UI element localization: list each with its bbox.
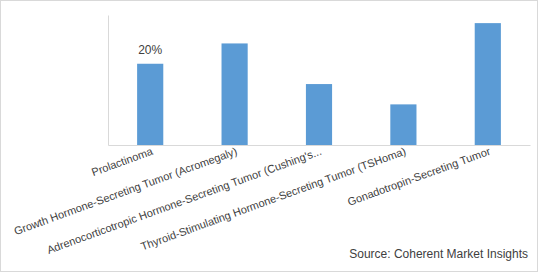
source-note: Source: Coherent Market Insights bbox=[349, 247, 528, 261]
x-tick-label: Prolactinoma bbox=[90, 145, 155, 179]
chart-frame bbox=[1, 1, 538, 272]
bar bbox=[137, 64, 163, 145]
bars bbox=[137, 23, 501, 145]
bar bbox=[222, 43, 248, 145]
x-axis: ProlactinomaGrowth Hormone-Secreting Tum… bbox=[12, 145, 530, 256]
x-tick: Prolactinoma bbox=[90, 145, 155, 179]
x-axis-line bbox=[109, 145, 531, 146]
y-axis-line bbox=[108, 16, 109, 146]
bar bbox=[306, 84, 332, 145]
x-tick-label: Gonadotropin-Secreting Tumor bbox=[346, 145, 492, 208]
x-tick: Gonadotropin-Secreting Tumor bbox=[346, 145, 492, 208]
data-labels: 20% bbox=[138, 43, 162, 57]
bar bbox=[475, 23, 501, 145]
bar bbox=[390, 104, 416, 145]
y-axis bbox=[108, 16, 109, 146]
data-label: 20% bbox=[138, 43, 162, 57]
chart: ProlactinomaGrowth Hormone-Secreting Tum… bbox=[0, 0, 538, 272]
